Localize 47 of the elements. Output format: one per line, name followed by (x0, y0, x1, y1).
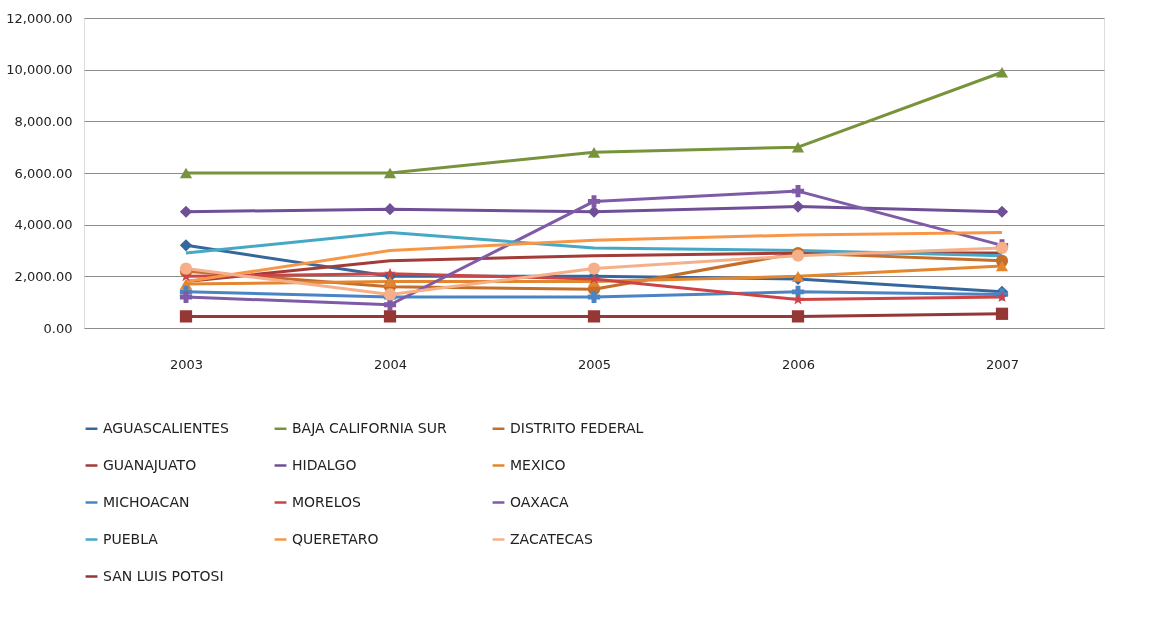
legend-label: BAJA CALIFORNIA SUR (292, 419, 447, 436)
point (179, 310, 193, 323)
point (995, 307, 1009, 320)
y-tick-label: 8,000.00 (14, 113, 73, 129)
legend-label: AGUASCALIENTES (103, 419, 229, 436)
x-tick-label: 2004 (373, 356, 408, 372)
point (791, 310, 805, 323)
x-tick-label: 2006 (781, 356, 816, 372)
legend-label: DISTRITO FEDERAL (510, 419, 644, 436)
legend-label: SAN LUIS POTOSI (103, 567, 224, 584)
legend-label: ZACATECAS (510, 530, 593, 547)
legend-label: OAXACA (510, 493, 570, 510)
point (383, 167, 397, 179)
y-tick-label: 10,000.00 (6, 62, 73, 78)
point (995, 260, 1009, 272)
legend-label: MORELOS (292, 493, 361, 510)
legend-label: QUERETARO (292, 530, 379, 547)
point (587, 195, 601, 208)
y-tick-label: 12,000.00 (6, 10, 73, 26)
legend-label: MEXICO (510, 456, 566, 473)
legend-label: HIDALGO (292, 456, 357, 473)
point (791, 271, 805, 282)
x-tick-label: 2007 (985, 356, 1020, 372)
point (791, 200, 805, 213)
point (791, 141, 805, 153)
point (383, 276, 397, 287)
point (995, 205, 1009, 218)
point (179, 167, 193, 179)
y-tick-label: 4,000.00 (14, 217, 73, 233)
point (179, 205, 193, 218)
point (383, 310, 397, 323)
point (995, 66, 1009, 78)
legend-label: PUEBLA (103, 530, 159, 547)
point (587, 310, 601, 323)
point (179, 239, 193, 252)
y-tick-label: 0.00 (43, 320, 73, 336)
point (587, 262, 601, 275)
y-tick-label: 6,000.00 (14, 165, 73, 181)
point (383, 203, 397, 216)
legend-label: GUANAJUATO (103, 456, 197, 473)
x-tick-label: 2005 (577, 356, 612, 372)
point (587, 147, 601, 158)
y-tick-label: 2,000.00 (14, 268, 73, 284)
legend-label: MICHOACAN (103, 493, 190, 510)
point (384, 267, 396, 279)
point (791, 184, 805, 198)
x-tick-label: 2003 (169, 356, 204, 372)
